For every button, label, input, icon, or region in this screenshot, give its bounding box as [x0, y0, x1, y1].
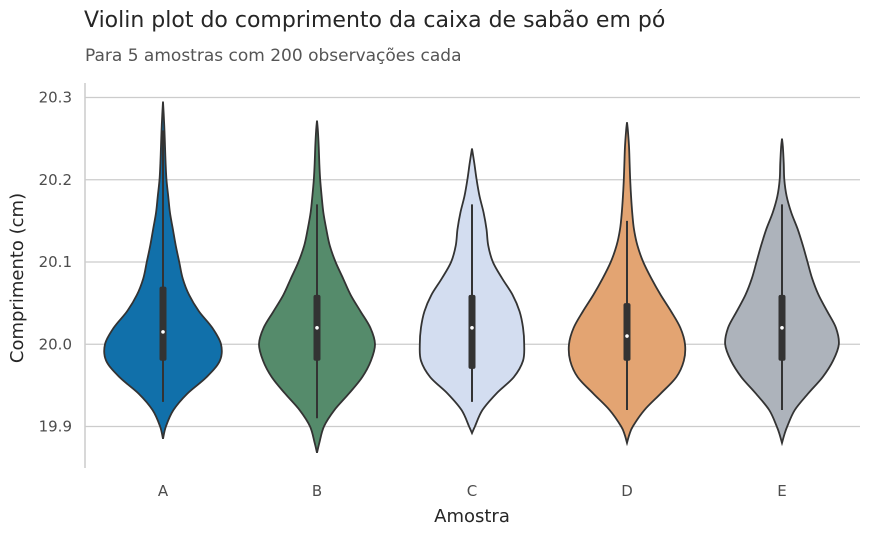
median-point	[161, 330, 165, 334]
x-tick-label: D	[621, 482, 633, 500]
y-tick-labels: 19.9 20.0 20.1 20.2 20.3	[39, 89, 72, 436]
median-point	[780, 326, 784, 330]
violin-e	[724, 138, 840, 447]
y-tick-label: 20.3	[39, 89, 72, 107]
median-point	[470, 326, 474, 330]
violin-b	[258, 120, 376, 454]
x-tick-label: E	[777, 482, 786, 500]
y-tick-label: 20.2	[39, 171, 72, 189]
iqr-box	[468, 294, 476, 369]
x-tick-labels: A B C D E	[158, 482, 787, 500]
violin-a	[103, 101, 223, 440]
median-point	[315, 326, 319, 330]
iqr-box	[159, 286, 167, 361]
chart-subtitle: Para 5 amostras com 200 observações cada	[85, 46, 462, 66]
y-axis-label: Comprimento (cm)	[7, 193, 28, 363]
median-point	[625, 334, 629, 338]
x-tick-label: A	[158, 482, 169, 500]
violin-d	[567, 122, 687, 447]
y-tick-label: 19.9	[39, 418, 72, 436]
y-tick-label: 20.1	[39, 253, 72, 271]
violins	[103, 101, 840, 454]
x-axis-label: Amostra	[434, 506, 510, 527]
x-tick-label: B	[312, 482, 322, 500]
x-tick-label: C	[467, 482, 477, 500]
y-tick-label: 20.0	[39, 335, 72, 353]
violin-c	[418, 148, 526, 436]
chart-title: Violin plot do comprimento da caixa de s…	[84, 8, 666, 33]
iqr-box	[623, 303, 631, 361]
